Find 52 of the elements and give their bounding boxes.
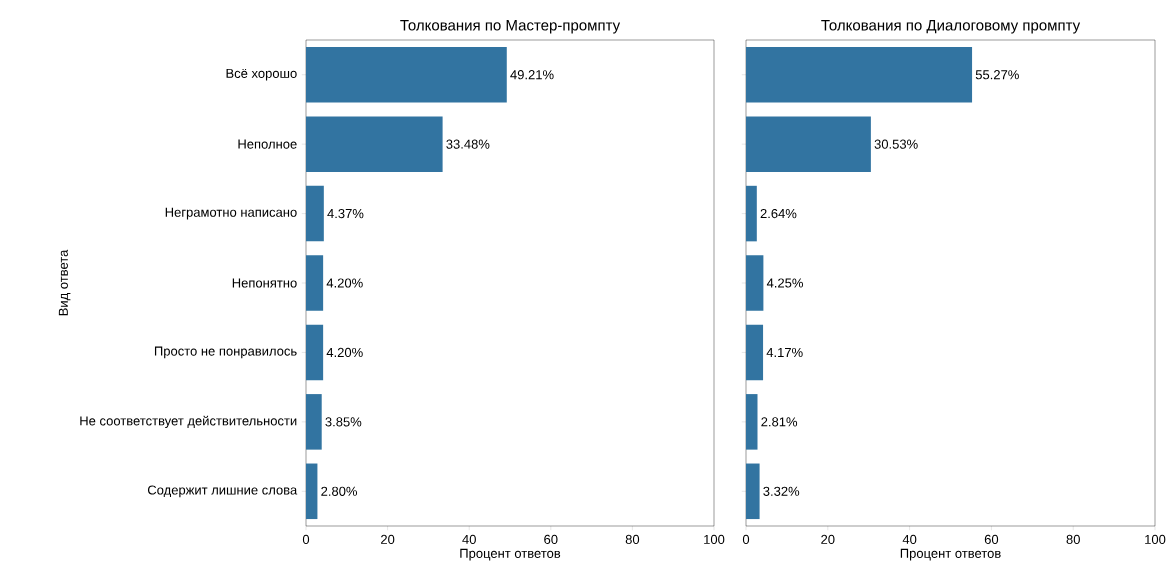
x-tick-label: 40: [902, 534, 917, 544]
x-tick-label: 100: [704, 534, 725, 544]
bar: [746, 394, 758, 450]
y-tick-label: Содержит лишние слова: [147, 485, 298, 498]
bar: [306, 46, 507, 103]
y-tick-label: Неполное: [238, 139, 297, 149]
bar: [746, 324, 764, 381]
bar: [306, 116, 443, 172]
y-tick-label: Просто не понравилось: [154, 346, 297, 359]
chart-title: Толкования по Диалоговому промпту: [821, 20, 1081, 34]
data-label: 4.17%: [766, 347, 803, 357]
x-axis-title: Процент ответов: [460, 548, 561, 561]
x-tick-label: 80: [1066, 534, 1080, 544]
bar: [306, 394, 322, 450]
x-tick-label: 0: [742, 534, 750, 544]
data-label: 3.32%: [763, 486, 800, 496]
x-tick-label: 60: [984, 534, 999, 544]
x-tick-label: 20: [381, 534, 395, 544]
y-tick-label: Непонятно: [232, 278, 297, 288]
y-tick-label: Неграмотно написано: [165, 207, 297, 220]
data-label: 4.37%: [327, 208, 364, 219]
y-axis-title: Вид ответа: [58, 249, 71, 316]
data-label: 4.20%: [326, 347, 363, 358]
x-tick-label: 100: [1145, 534, 1166, 544]
x-tick-label: 0: [302, 534, 310, 544]
bar: [746, 46, 973, 103]
bar: [306, 185, 324, 242]
data-label: 4.25%: [766, 278, 803, 288]
y-tick-label: Не соответствует действительности: [80, 415, 297, 429]
bar: [306, 255, 324, 311]
bar: [746, 185, 757, 242]
data-label: 2.80%: [321, 486, 358, 496]
x-tick-label: 80: [625, 534, 640, 544]
x-tick-label: 40: [462, 534, 476, 544]
x-tick-label: 20: [821, 534, 835, 544]
data-label: 2.81%: [761, 417, 798, 427]
data-label: 2.64%: [760, 208, 797, 219]
data-label: 4.20%: [326, 278, 363, 288]
bar: [306, 324, 324, 381]
bar: [746, 255, 764, 311]
data-label: 30.53%: [874, 139, 918, 149]
x-tick-label: 60: [544, 534, 558, 544]
bar: [306, 463, 318, 520]
y-tick-label: Всё хорошо: [226, 68, 297, 81]
bar: [746, 116, 871, 172]
chart-title: Толкования по Мастер-промпту: [400, 20, 621, 34]
data-label: 49.21%: [510, 70, 554, 80]
x-axis-title: Процент ответов: [900, 548, 1001, 561]
bar: [746, 463, 760, 520]
data-label: 55.27%: [975, 70, 1019, 80]
data-label: 33.48%: [446, 139, 490, 149]
data-label: 3.85%: [325, 417, 362, 427]
